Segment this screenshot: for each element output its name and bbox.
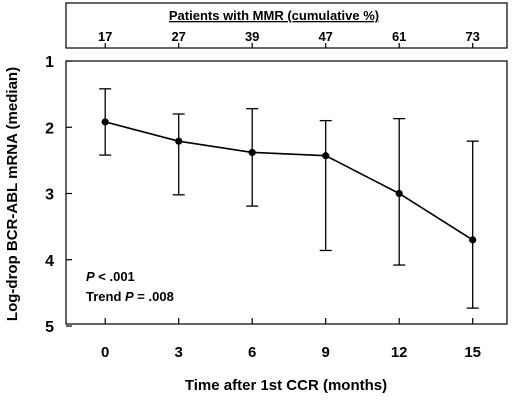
- x-axis-title: Time after 1st CCR (months): [185, 377, 387, 394]
- data-point: [101, 118, 109, 126]
- y-axis-title: Log-drop BCR-ABL mRNA (median): [4, 67, 21, 321]
- mmr-value: 47: [318, 29, 332, 44]
- annotation-p-value: P < .001: [86, 269, 135, 284]
- mmr-value: 39: [245, 29, 259, 44]
- annotation-trend: Trend P = .008: [86, 289, 174, 304]
- y-axis-ticks: 1 2 3 4 5: [45, 54, 72, 336]
- y-tick-label: 5: [45, 319, 54, 336]
- data-point: [322, 152, 330, 160]
- x-tick-label: 6: [248, 344, 256, 361]
- mmr-value: 61: [392, 29, 406, 44]
- mmr-panel-title: Patients with MMR (cumulative %): [169, 8, 379, 23]
- x-tick-label: 9: [322, 344, 330, 361]
- y-tick-label: 1: [45, 54, 54, 71]
- error-bars: [99, 88, 479, 309]
- mmr-value: 73: [465, 29, 479, 44]
- mmr-values: 17 27 39 47 61 73: [98, 29, 480, 48]
- mmr-value: 27: [171, 29, 185, 44]
- y-tick-label: 3: [45, 187, 54, 204]
- annotation-trend-text: = .008: [134, 289, 174, 304]
- data-point: [248, 148, 256, 157]
- annotation-p-text: < .001: [95, 269, 135, 284]
- plot-frame: [65, 60, 508, 325]
- y-tick-label: 2: [45, 120, 54, 137]
- mmr-panel: Patients with MMR (cumulative %) 17 27 39 4…: [65, 2, 508, 49]
- data-point: [175, 137, 183, 145]
- x-tick-label: 12: [391, 344, 408, 361]
- data-point: [469, 236, 477, 244]
- data-point: [395, 189, 403, 198]
- annotation-trend-prefix: Trend: [86, 289, 125, 304]
- x-tick-label: 15: [464, 344, 481, 361]
- x-axis-ticks: 0 3 6 9 12 15: [101, 318, 481, 361]
- series-line: [104, 121, 474, 241]
- mmr-panel-frame: [65, 2, 508, 49]
- y-tick-label: 4: [45, 253, 54, 270]
- annotation-p-label: P: [86, 269, 95, 284]
- x-tick-label: 3: [175, 344, 183, 361]
- mmr-value: 17: [98, 29, 112, 44]
- x-tick-label: 0: [101, 344, 109, 361]
- annotation-trend-label: P: [125, 289, 134, 304]
- series-markers: [101, 118, 477, 244]
